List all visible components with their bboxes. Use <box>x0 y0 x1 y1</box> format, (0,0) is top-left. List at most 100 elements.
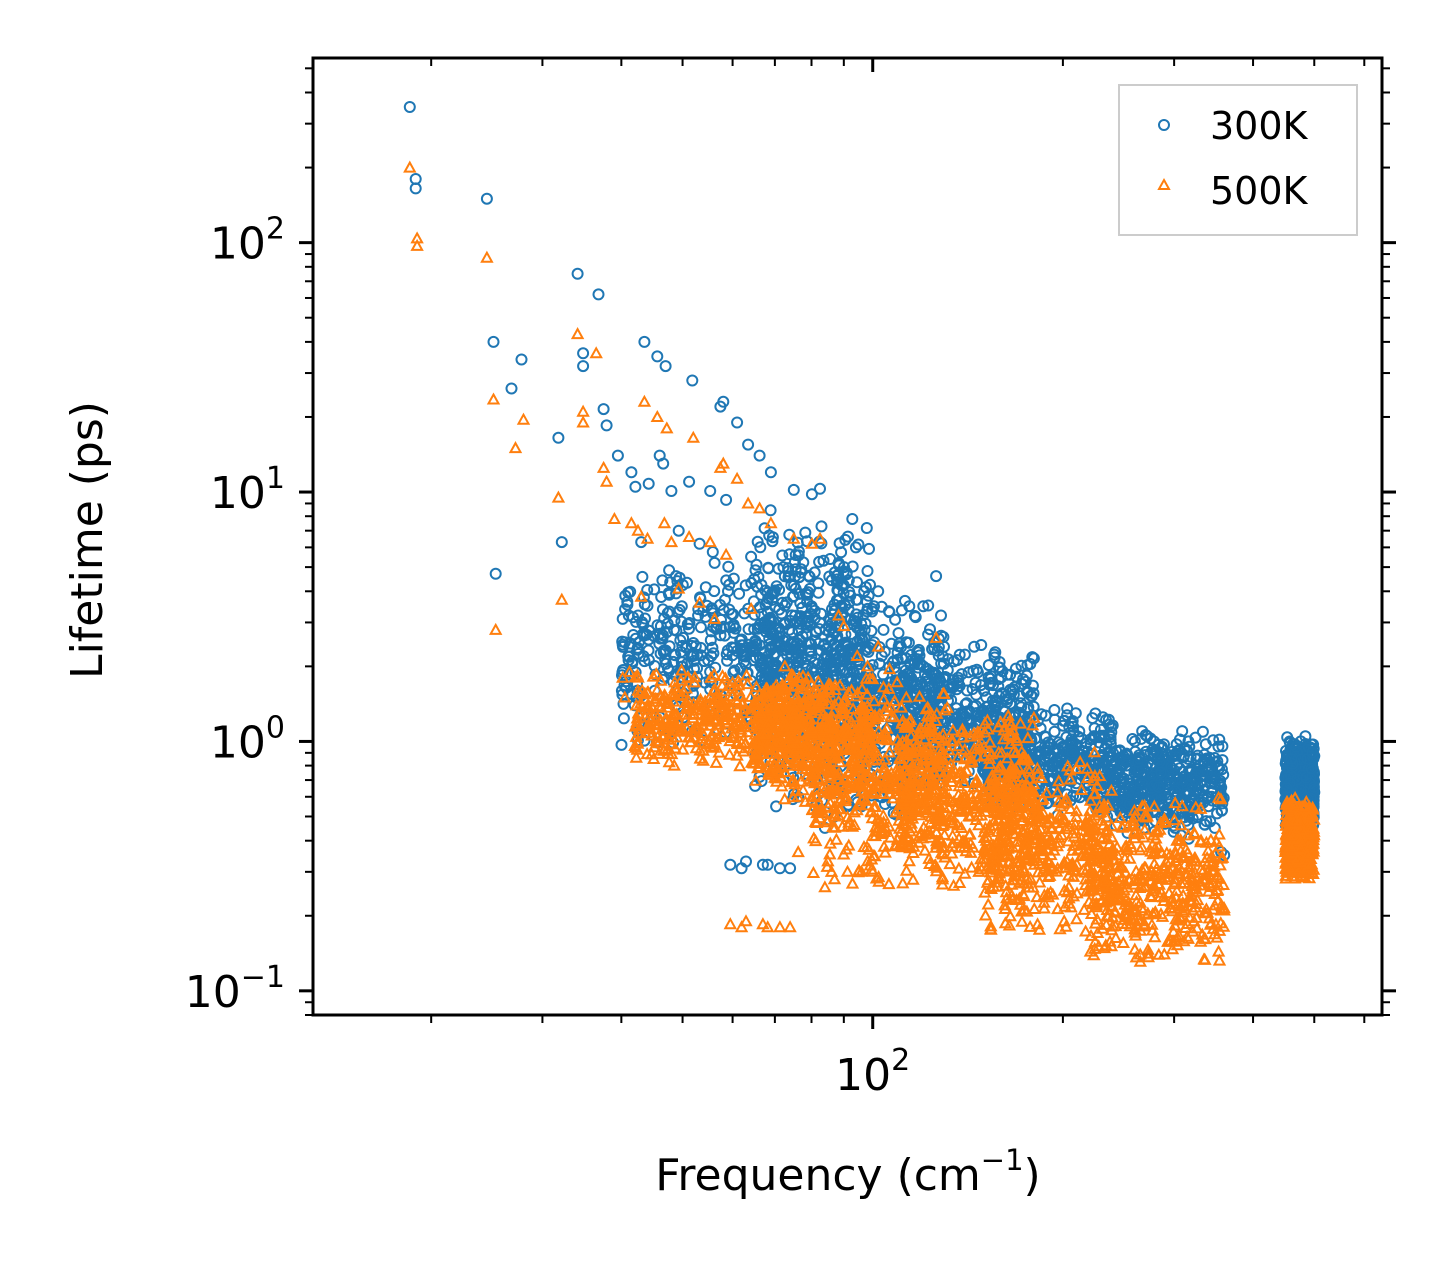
point-300k-dense <box>717 604 730 617</box>
point-300k <box>1202 800 1215 813</box>
point-300k <box>409 182 422 195</box>
point-300k-dense <box>683 617 696 629</box>
point-500k-dense <box>942 813 956 826</box>
point-500k-dense <box>861 854 875 867</box>
point-500k-dense <box>886 791 900 804</box>
point-300k <box>686 374 699 387</box>
point-500k-dense <box>813 740 827 753</box>
point-500k-dense <box>980 829 994 842</box>
point-300k <box>677 631 690 644</box>
point-500k-dense <box>903 841 917 854</box>
point-300k <box>805 488 818 501</box>
point-500k-dense <box>890 675 904 688</box>
point-500k-dense <box>914 797 928 810</box>
point-500k-dense <box>894 767 908 780</box>
point-300k-dense <box>741 667 753 680</box>
point-500k-dense <box>730 748 744 761</box>
point-300k-dense <box>1096 711 1109 724</box>
point-300k-dense <box>1207 734 1220 747</box>
point-500k-dense <box>912 779 926 792</box>
point-300k-dense <box>953 680 966 692</box>
point-500k-dense <box>715 678 729 691</box>
point-500k-dense <box>628 738 642 751</box>
point-300k-dense <box>722 560 735 573</box>
point-300k-dense <box>754 541 767 554</box>
point-500k-dense <box>811 674 825 687</box>
point-300k-dense <box>770 800 783 813</box>
point-300k-dense <box>1077 745 1090 758</box>
point-300k-dense <box>993 656 1006 668</box>
point-500k-dense <box>841 819 855 832</box>
point-300k-dense <box>723 621 736 634</box>
point-500k-dense <box>878 845 892 858</box>
point-500k-dense <box>1052 830 1066 843</box>
point-300k-dense <box>636 570 649 583</box>
point-300k-dense <box>1213 733 1226 746</box>
point-300k-dense <box>815 520 828 533</box>
point-300k-dense <box>1120 754 1132 767</box>
point-300k-dense <box>641 584 654 596</box>
point-500k-dense <box>738 737 752 750</box>
point-500k-dense <box>855 784 869 797</box>
point-500k-dense <box>654 700 668 713</box>
point-500k-dense <box>981 873 996 886</box>
point-500k-dense <box>830 732 844 745</box>
point-300k-dense <box>989 646 1002 659</box>
point-500k-dense <box>937 827 952 840</box>
point-500k-dense <box>945 816 960 829</box>
point-300k-dense <box>631 643 644 656</box>
point-500k-dense <box>811 721 826 734</box>
point-300k <box>1208 821 1221 834</box>
point-500k-dense <box>696 743 710 756</box>
point-300k-dense <box>835 599 848 612</box>
point-300k-dense <box>655 591 668 603</box>
point-500k-dense <box>898 718 912 731</box>
point-300k-dense <box>802 569 815 582</box>
point-500k-dense <box>860 840 874 853</box>
point-300k-dense <box>668 623 680 636</box>
point-300k-dense <box>1035 748 1048 761</box>
point-300k <box>745 550 758 563</box>
point-500k-dense <box>977 725 992 738</box>
point-500k-dense <box>838 692 853 705</box>
point-500k-dense <box>1037 901 1051 914</box>
data-points-layer <box>403 101 1321 967</box>
point-300k <box>659 360 672 373</box>
point-300k <box>1182 753 1195 765</box>
point-500k-dense <box>864 804 878 817</box>
point-300k-dense <box>1286 757 1299 770</box>
point-500k-dense <box>883 830 898 843</box>
point-500k-dense <box>932 731 946 744</box>
point-300k-dense <box>911 645 924 658</box>
point-300k-dense <box>835 546 848 559</box>
point-500k-dense <box>930 837 944 850</box>
point-300k-dense <box>861 565 874 577</box>
point-300k-dense <box>663 588 676 601</box>
point-300k-dense <box>785 609 798 622</box>
point-500k-dense <box>894 839 909 852</box>
point-500k-dense <box>805 721 819 734</box>
point-500k-dense <box>937 686 951 699</box>
point-500k-dense <box>1027 710 1041 723</box>
point-500k-dense <box>876 786 891 799</box>
point-300k <box>787 483 800 496</box>
point-500k-dense <box>1080 770 1095 783</box>
point-300k-dense <box>868 600 880 613</box>
point-500k-dense <box>964 789 978 802</box>
point-300k <box>1155 766 1167 779</box>
point-300k-dense <box>1213 776 1226 789</box>
point-500k-dense <box>1027 901 1041 914</box>
point-300k-dense <box>919 675 932 688</box>
point-300k-dense <box>1015 659 1028 672</box>
point-300k <box>489 567 502 580</box>
point-300k <box>832 556 845 569</box>
point-300k-dense <box>615 738 628 751</box>
point-500k-dense <box>877 760 891 773</box>
point-300k <box>872 585 885 598</box>
point-300k <box>740 855 752 868</box>
point-500k-dense <box>718 671 733 684</box>
point-300k-dense <box>1073 725 1086 738</box>
point-500k-dense <box>632 707 646 720</box>
point-300k-dense <box>1190 768 1203 781</box>
point-300k-dense <box>1183 807 1196 819</box>
